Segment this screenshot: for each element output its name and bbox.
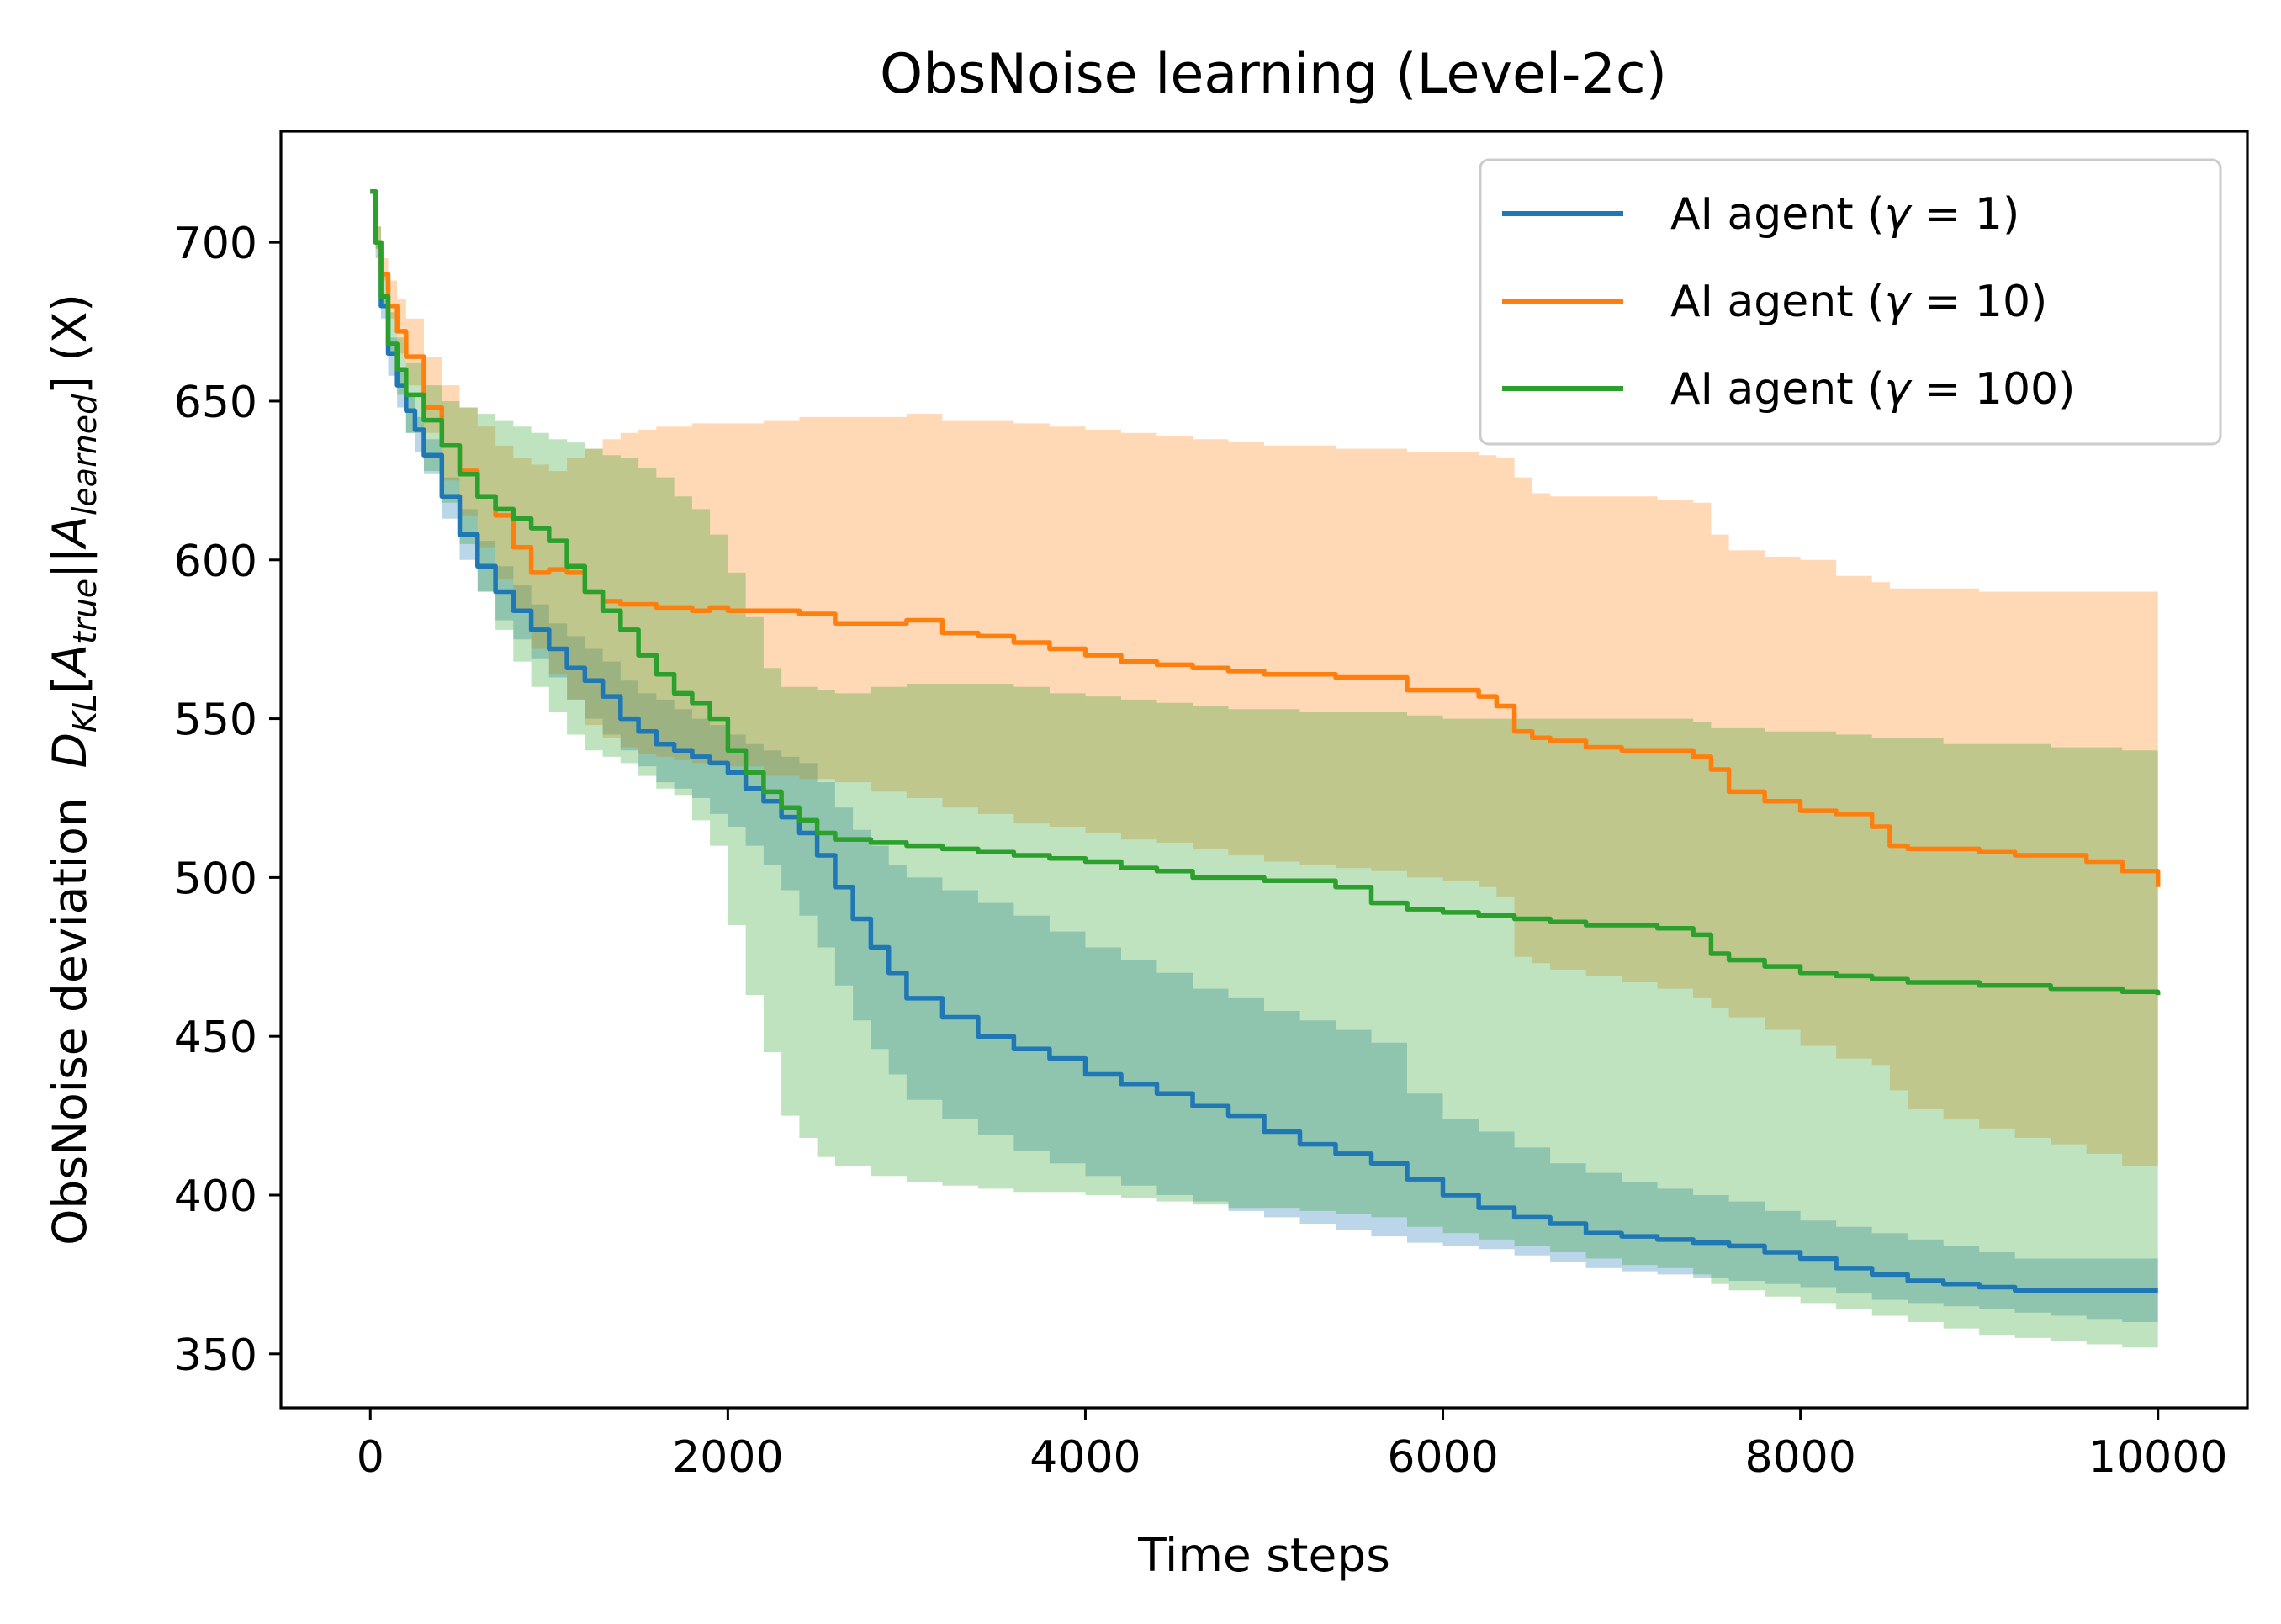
x-axis-ticks: 0 2000 4000 6000 8000 10000 xyxy=(357,1408,2227,1483)
y-tick-label: 650 xyxy=(174,378,257,428)
legend-label-gamma-10: AI agent (γ = 10) xyxy=(1670,277,2047,327)
legend-item-gamma-1: AI agent (γ = 1) xyxy=(1502,189,2019,240)
y-tick-label: 400 xyxy=(174,1172,257,1222)
legend: AI agent (γ = 1) AI agent (γ = 10) AI ag… xyxy=(1479,158,2222,446)
x-axis-label: Time steps xyxy=(1137,1528,1390,1582)
y-tick-label: 700 xyxy=(174,219,257,269)
y-tick-label: 350 xyxy=(174,1330,257,1381)
uncertainty-bands xyxy=(370,191,2158,1352)
chart-title: ObsNoise learning (Level-2c) xyxy=(880,43,1667,106)
legend-label-gamma-100: AI agent (γ = 100) xyxy=(1670,364,2075,415)
x-tick-label: 2000 xyxy=(672,1432,783,1483)
x-tick-label: 8000 xyxy=(1744,1432,1855,1483)
series-band-0 xyxy=(370,191,2158,1323)
series-band-1 xyxy=(370,191,2158,1180)
x-tick-label: 10000 xyxy=(2088,1432,2227,1483)
y-tick-label: 550 xyxy=(174,696,257,746)
legend-box xyxy=(1479,158,2222,446)
x-tick-label: 6000 xyxy=(1387,1432,1498,1483)
y-tick-label: 500 xyxy=(174,854,257,904)
y-axis-ticks: 350 400 450 500 550 600 650 700 xyxy=(174,219,281,1381)
y-tick-label: 450 xyxy=(174,1013,257,1063)
series-line-0 xyxy=(370,188,2158,1293)
legend-label-gamma-1: AI agent (γ = 1) xyxy=(1670,189,2019,240)
y-tick-label: 600 xyxy=(174,537,257,587)
plot-area-frame xyxy=(279,130,2249,1410)
series-line-2 xyxy=(370,188,2161,996)
x-tick-label: 0 xyxy=(357,1432,384,1483)
series-line-1 xyxy=(370,188,2161,887)
legend-item-gamma-10: AI agent (γ = 10) xyxy=(1502,277,2047,327)
legend-item-gamma-100: AI agent (γ = 100) xyxy=(1502,364,2075,415)
x-tick-label: 4000 xyxy=(1029,1432,1140,1483)
y-axis-label: ObsNoise deviation DKL[Atrue||Alearned] … xyxy=(43,294,103,1246)
series-lines xyxy=(370,188,2161,1293)
series-band-2 xyxy=(370,191,2158,1352)
